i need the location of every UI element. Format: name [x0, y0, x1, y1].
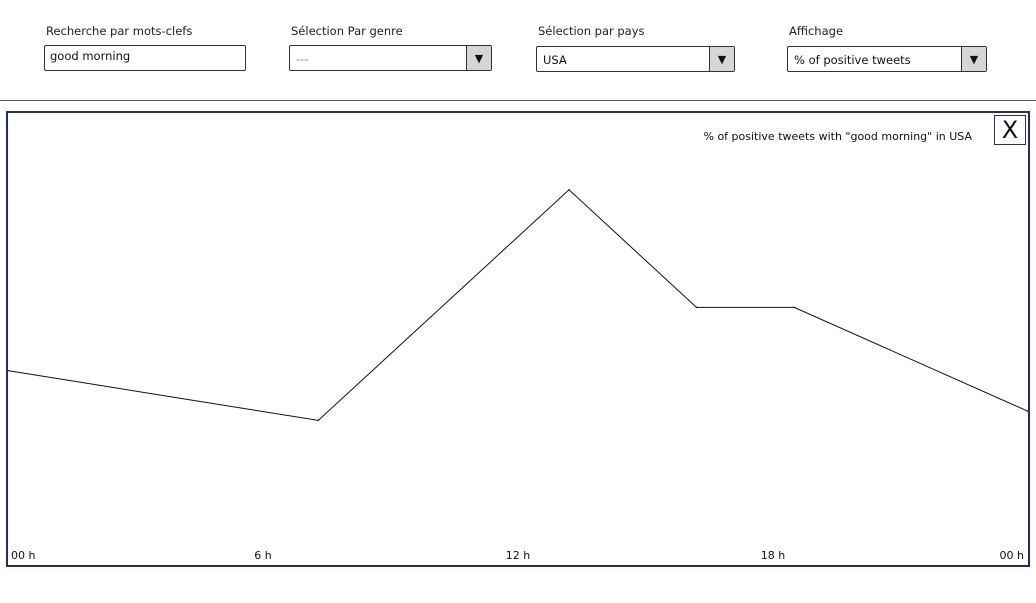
close-button[interactable]: X [994, 115, 1026, 145]
chart-panel: 00 h 6 h 12 h 18 h 00 h % of positive tweets… [6, 111, 1030, 567]
x-axis-ticks: 00 h 6 h 12 h 18 h 00 h [11, 549, 1024, 562]
x-tick-label: 18 h [761, 549, 785, 562]
country-label: Sélection par pays [538, 24, 645, 38]
x-tick-label: 12 h [506, 549, 530, 562]
data-point [317, 419, 320, 422]
triangle-down-icon: ▼ [474, 51, 484, 65]
close-icon: X [1001, 116, 1019, 144]
display-selected-value: % of positive tweets [794, 53, 911, 67]
display-label: Affichage [789, 24, 844, 38]
country-selected-value: USA [543, 53, 567, 67]
x-tick-label: 00 h [11, 549, 35, 562]
genre-dropdown-button[interactable]: ▼ [466, 46, 491, 70]
x-tick-label: 6 h [254, 549, 271, 562]
genre-label: Sélection Par genre [291, 24, 403, 38]
data-point [793, 306, 796, 309]
data-point [1027, 410, 1028, 413]
display-select[interactable]: % of positive tweets ▼ [787, 46, 987, 72]
data-point [695, 306, 698, 309]
keyword-search-input[interactable]: good morning [44, 45, 246, 71]
genre-selected-value: --- [296, 52, 309, 66]
chart-series-group [8, 189, 1028, 422]
chart-title: % of positive tweets with "good morning"… [703, 130, 973, 143]
data-point [568, 189, 570, 191]
header-divider [0, 100, 1036, 101]
line-chart: 00 h 6 h 12 h 18 h 00 h [8, 189, 1028, 562]
country-select[interactable]: USA ▼ [536, 46, 735, 72]
x-tick-label: 00 h [1000, 549, 1024, 562]
data-point [8, 369, 9, 372]
triangle-down-icon: ▼ [717, 52, 727, 66]
series-line-0 [8, 189, 1028, 421]
display-dropdown-button[interactable]: ▼ [961, 47, 986, 71]
triangle-down-icon: ▼ [969, 52, 979, 66]
keyword-label: Recherche par mots-clefs [46, 24, 193, 38]
genre-select[interactable]: --- ▼ [289, 45, 492, 71]
country-dropdown-button[interactable]: ▼ [709, 47, 734, 71]
